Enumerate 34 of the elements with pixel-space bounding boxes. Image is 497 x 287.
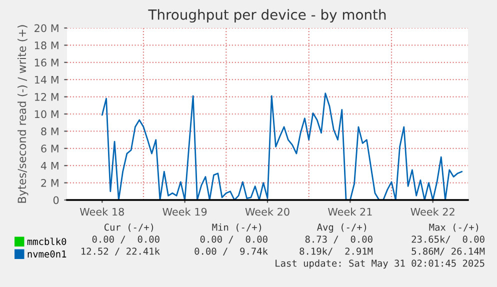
legend-label: mmcblk0 — [27, 238, 66, 246]
text: 23.65k/ 0.00 — [412, 235, 484, 244]
y-tick-label: 10 M — [34, 110, 58, 118]
text: Avg (-/+) — [317, 223, 366, 233]
text: Min (-/+) — [212, 223, 262, 232]
y-axis-title: Bytes/second read (-) / write (+) — [18, 25, 28, 203]
x-tick-label: Week 21 — [328, 208, 372, 216]
y-tick-label: 4 M — [40, 162, 58, 170]
y-tick-label: 18 M — [34, 41, 58, 50]
text: Cur (-/+) — [104, 223, 154, 232]
text: 8.73 / 0.00 — [305, 236, 372, 244]
y-tick-label: 2 M — [41, 179, 58, 187]
y-tick-label: 20 M — [34, 24, 58, 32]
chart-title: Throughput per device - by month — [148, 9, 386, 23]
x-tick-label: Week 20 — [245, 208, 290, 216]
x-tick-label: Week 19 — [162, 208, 207, 216]
text: 5.86M/ 26.14M — [412, 248, 485, 256]
y-tick-label: 12 M — [34, 93, 58, 101]
line-series — [101, 92, 462, 200]
y-tick-label: 14 M — [34, 76, 58, 84]
text: 0.00 / 0.00 — [92, 236, 160, 244]
text: 0.00 / 9.74k — [194, 247, 268, 256]
x-tick-label: Week 22 — [410, 208, 454, 216]
text: 12.52 / 22.41k — [82, 247, 160, 256]
legend-label: nvme0n1 — [28, 250, 66, 258]
x-tick-label: Week 18 — [80, 208, 124, 216]
text: Last update: Sat May 31 02:01:45 2025 — [276, 259, 484, 269]
text: 0.00 / 0.00 — [200, 236, 268, 244]
y-tick-label: 16 M — [34, 58, 58, 67]
y-tick-label: 6 M — [41, 144, 58, 153]
y-tick-label: 0 — [53, 196, 59, 204]
text: 8.19k/ 2.91M — [300, 247, 373, 256]
text: Max (-/+) — [429, 223, 478, 232]
y-tick-label: 8 M — [41, 127, 58, 136]
